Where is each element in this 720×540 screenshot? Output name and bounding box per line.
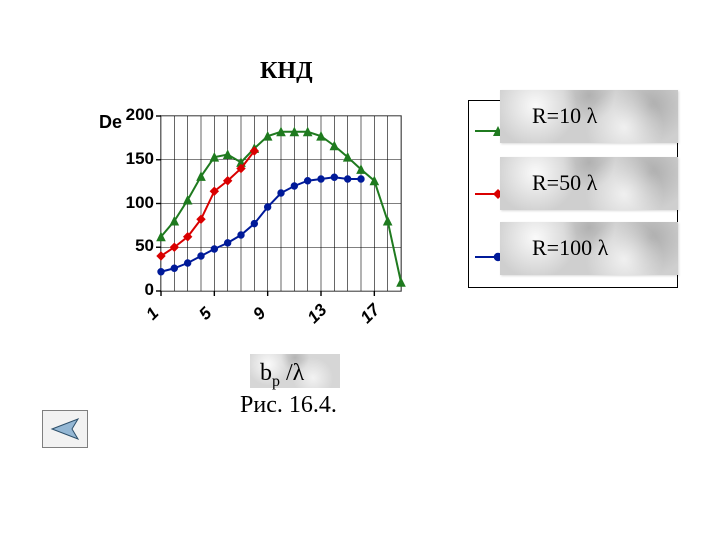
x-tick-label: 17 [357,300,385,328]
back-button[interactable] [42,410,88,448]
y-tick-label: 100 [110,193,154,213]
x-tick-label: 9 [249,304,270,325]
xlabel-rest: /λ [280,360,304,386]
legend-item-label: R=100 λ [532,235,608,261]
y-tick-label: 200 [110,105,154,125]
x-tick-label: 1 [142,304,163,325]
figure-caption: Рис. 16.4. [240,392,337,419]
xlabel-base: b [260,360,272,386]
page-root: КНД De 050100150200 1591317 bp /λ Рис. 1… [0,0,720,540]
x-tick-label: 5 [196,304,217,325]
xlabel-sub: p [272,373,280,390]
chart-title: КНД [260,58,313,85]
y-tick-label: 50 [110,236,154,256]
y-tick-label: 150 [110,149,154,169]
x-tick-label: 13 [304,300,332,328]
legend-item-label: R=50 λ [532,170,597,196]
x-axis-label: bp /λ [260,360,304,391]
y-tick-label: 0 [110,280,154,300]
line-chart [160,115,402,292]
back-arrow-icon [50,417,80,441]
legend-item-label: R=10 λ [532,103,597,129]
